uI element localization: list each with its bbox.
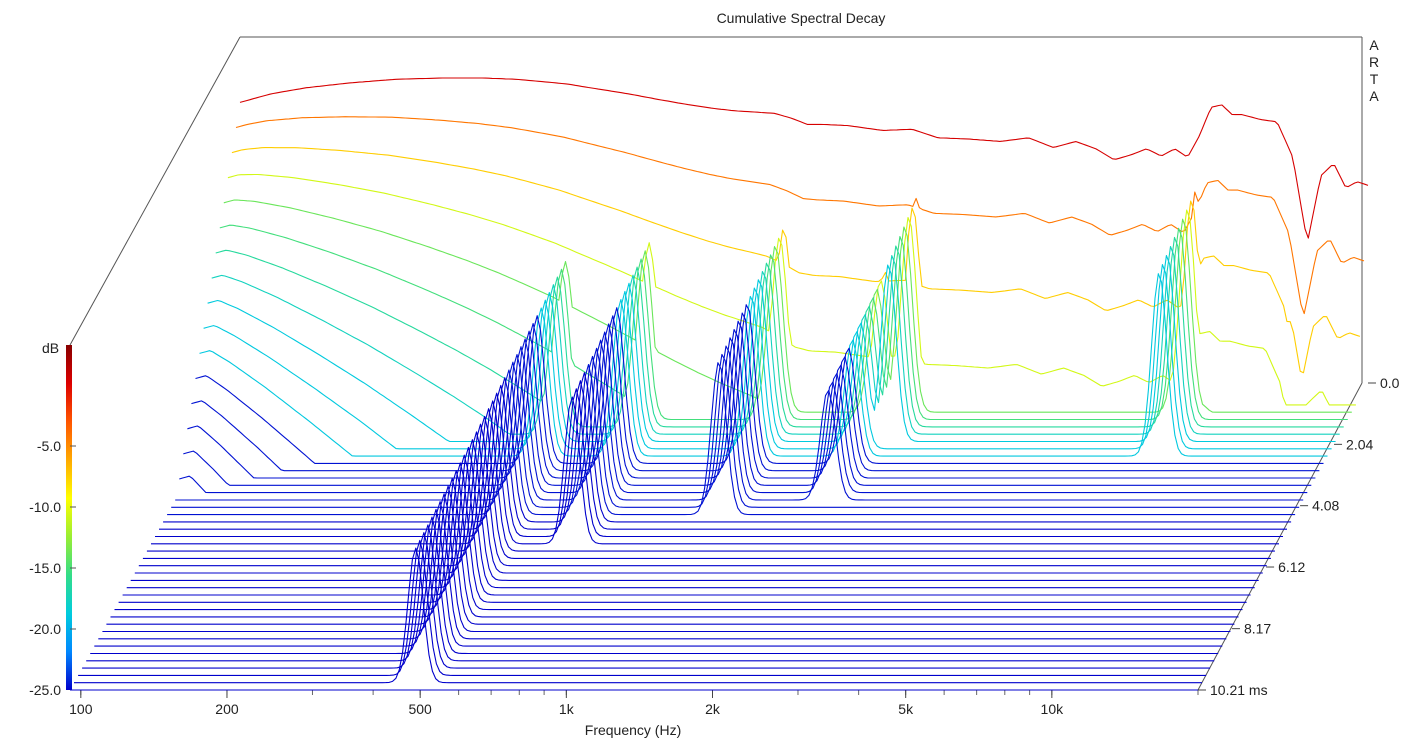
decay-slice	[163, 372, 1292, 523]
decay-slice	[167, 362, 1296, 516]
decay-slice	[159, 380, 1287, 530]
x-axis-ticks: 100 200 500 1k 2k 5k 10k	[69, 690, 1199, 717]
decay-slice	[142, 415, 1271, 559]
x-tick-label: 100	[69, 701, 93, 717]
z-axis-label: dB	[42, 340, 59, 356]
decay-slice	[74, 547, 1202, 684]
z-tick-label: -20.0	[29, 621, 61, 637]
decay-slice	[118, 462, 1247, 603]
decay-slice	[151, 396, 1279, 545]
decay-slice	[207, 254, 1336, 443]
z-tick-label: -25.0	[29, 682, 61, 698]
x-axis-label: Frequency (Hz)	[585, 722, 681, 738]
decay-slice	[179, 337, 1308, 494]
decay-slice	[130, 439, 1259, 581]
decay-slice	[78, 539, 1207, 676]
decay-slice	[195, 304, 1324, 464]
decay-slice	[82, 532, 1211, 669]
t-tick-label: 10.21 ms	[1210, 682, 1268, 698]
decay-slice	[126, 446, 1255, 589]
decay-slice	[219, 224, 1348, 421]
z-tick-label: -10.0	[29, 499, 61, 515]
z-axis-ticks: -5.0 -10.0 -15.0 -20.0 -25.0	[29, 438, 76, 698]
decay-slice	[175, 345, 1304, 501]
decay-slice	[138, 423, 1267, 567]
t-tick-label: 0.0	[1380, 375, 1400, 391]
z-tick-label: -5.0	[37, 438, 61, 454]
decay-slices	[70, 77, 1369, 691]
t-tick-label: 6.12	[1278, 559, 1305, 575]
t-tick-label: 2.04	[1346, 436, 1373, 452]
t-tick-label: 4.08	[1312, 498, 1339, 514]
decay-slice	[239, 77, 1369, 239]
x-tick-label: 5k	[898, 701, 914, 717]
x-tick-label: 500	[408, 701, 432, 717]
decay-slice	[98, 501, 1227, 640]
time-axis-ticks: 0.0 2.04 4.08 6.12 8.17 10.21 ms	[1198, 375, 1400, 698]
decay-slice	[199, 273, 1328, 457]
x-tick-label: 200	[215, 701, 239, 717]
decay-slice	[231, 147, 1361, 374]
decay-slice	[146, 408, 1275, 552]
decay-slice	[227, 173, 1356, 406]
decay-slice	[86, 524, 1215, 662]
decay-slice	[114, 470, 1243, 611]
decay-slice	[187, 320, 1316, 479]
decay-slice	[102, 493, 1231, 633]
decay-slice	[191, 312, 1320, 472]
decay-slice	[203, 264, 1332, 450]
x-tick-label: 10k	[1041, 701, 1065, 717]
decay-slice	[134, 431, 1263, 574]
decay-slice	[94, 508, 1223, 647]
x-tick-label: 2k	[705, 701, 721, 717]
watermark-letter: A	[1369, 88, 1379, 104]
decay-slice	[106, 485, 1235, 625]
left-diagonal-edge	[69, 36, 241, 346]
decay-slice	[171, 353, 1300, 508]
t-tick-label: 8.17	[1244, 621, 1271, 637]
decay-slice	[223, 199, 1352, 413]
decay-slice	[235, 116, 1365, 315]
watermark-letter: R	[1369, 54, 1379, 70]
decay-slice	[211, 245, 1340, 435]
decay-slice	[90, 516, 1219, 655]
decay-slice	[122, 454, 1251, 596]
decay-slice	[110, 477, 1239, 618]
colorbar	[66, 345, 72, 690]
watermark-letter: A	[1369, 37, 1379, 53]
decay-slice	[183, 328, 1312, 486]
z-tick-label: -15.0	[29, 560, 61, 576]
chart-title: Cumulative Spectral Decay	[717, 10, 886, 26]
watermark-letter: T	[1370, 71, 1379, 87]
decay-slice	[155, 388, 1283, 538]
x-tick-label: 1k	[559, 701, 575, 717]
decay-slice	[215, 236, 1344, 428]
